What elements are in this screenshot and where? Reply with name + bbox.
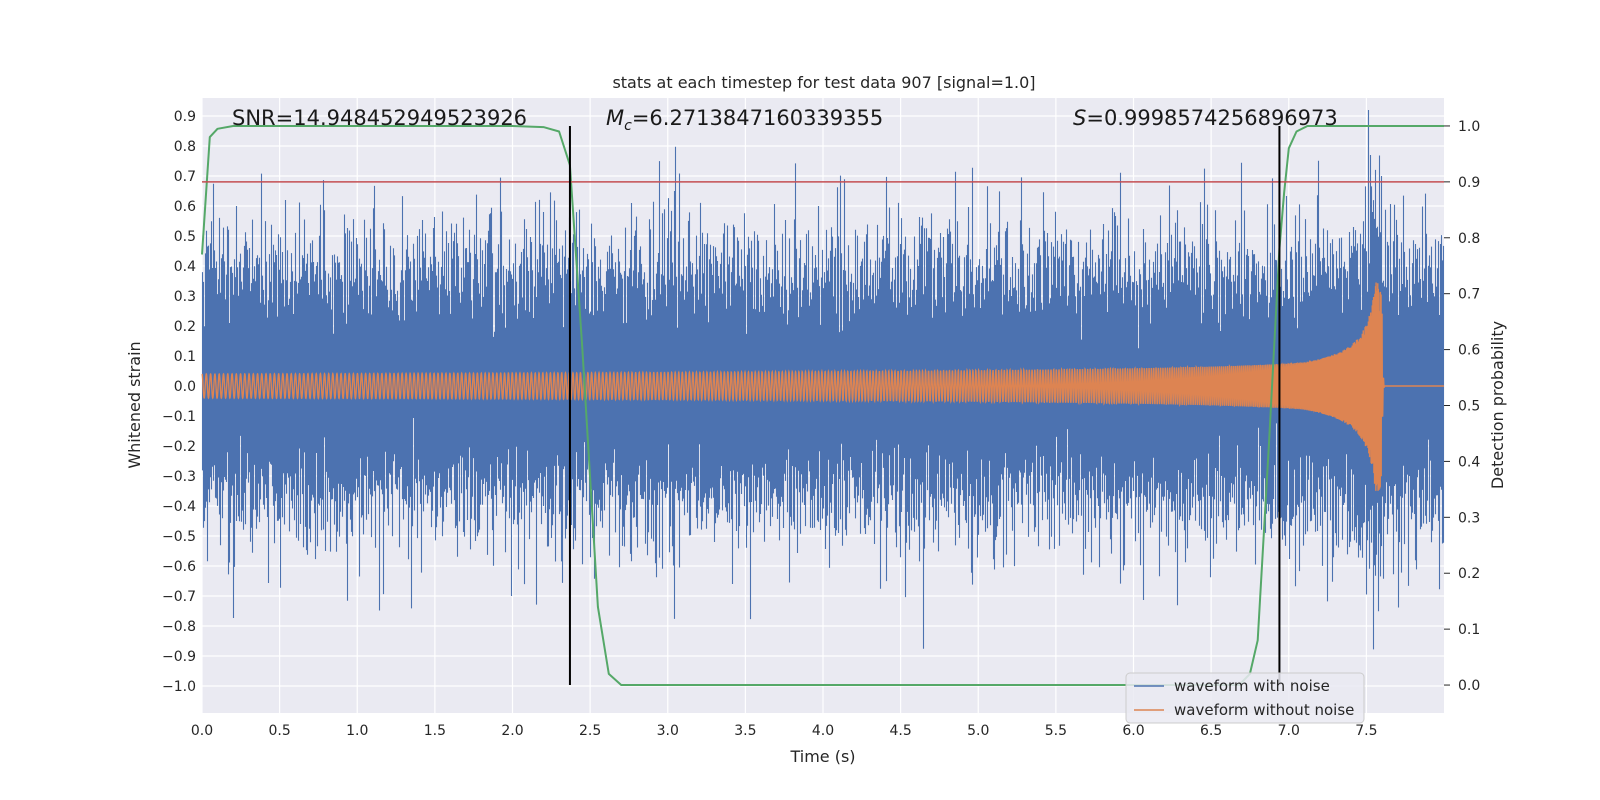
y2-tick-label: 0.2 [1458, 566, 1480, 582]
chirp-mass-annotation: Mc=6.2713847160339355 [606, 106, 883, 134]
y2-tick-label: 0.3 [1458, 510, 1480, 526]
s-symbol: S [1073, 106, 1086, 130]
y-tick-label: 0.5 [174, 229, 196, 245]
y-tick-labels: 0.9 0.8 0.7 0.6 0.5 0.4 0.3 0.2 0.1 0.0 −0.1 −0.2 −0… [162, 109, 196, 695]
x-tick-label: 5.0 [967, 723, 989, 739]
y-tick-label: 0.3 [174, 289, 196, 305]
y-tick-label: 0.1 [174, 349, 196, 365]
probability-line [201, 125, 1444, 686]
y-tick-label: −0.8 [162, 619, 196, 635]
chirp-mass-symbol: M [606, 106, 624, 130]
legend-box [1125, 672, 1365, 724]
y2-tick-label: 0.6 [1458, 343, 1480, 359]
chirp-mass-value: =6.2713847160339355 [632, 106, 883, 130]
x-tick-label: 3.5 [734, 723, 756, 739]
x-tick-label: 4.5 [889, 723, 911, 739]
y-tick-label: 0.7 [174, 169, 196, 185]
y2-tick-label: 0.7 [1458, 287, 1480, 303]
y2-tick-label: 1.0 [1458, 119, 1480, 135]
x-tick-label: 4.0 [812, 723, 834, 739]
y-tick-label: −0.3 [162, 469, 196, 485]
y-tick-label: −0.6 [162, 559, 196, 575]
clean-waveform-series [201, 282, 1444, 491]
probability-series [201, 125, 1444, 686]
y2-tick-label: 0.8 [1458, 231, 1480, 247]
chart-title: stats at each timestep for test data 907… [612, 73, 1035, 92]
s-value: =0.9998574256896973 [1086, 106, 1337, 130]
x-tick-label: 0.0 [191, 723, 213, 739]
x-tick-label: 1.0 [346, 723, 368, 739]
x-tick-label: 7.0 [1278, 723, 1300, 739]
x-tick-label: 2.5 [579, 723, 601, 739]
y-tick-label: −0.4 [162, 499, 196, 515]
x-tick-label: 6.5 [1200, 723, 1222, 739]
y2-tick-label: 0.1 [1458, 622, 1480, 638]
y2-axis-label: Detection probability [1488, 321, 1507, 489]
y2-tick-label: 0.4 [1458, 454, 1480, 470]
y-tick-label: 0.4 [174, 259, 196, 275]
y-tick-label: −0.1 [162, 409, 196, 425]
x-tick-label: 6.0 [1122, 723, 1144, 739]
y-tick-label: 0.6 [174, 199, 196, 215]
x-tick-label: 1.5 [424, 723, 446, 739]
y-tick-label: −0.2 [162, 439, 196, 455]
clean-waveform-line [201, 282, 1444, 491]
y-tick-label: −0.7 [162, 589, 196, 605]
y-axis-label: Whitened strain [125, 341, 144, 468]
legend: waveform with noise waveform without noi… [1125, 672, 1365, 724]
y-tick-label: 0.8 [174, 139, 196, 155]
x-axis-label: Time (s) [789, 747, 855, 766]
legend-label-clean: waveform without noise [1174, 701, 1354, 719]
y2-tick-label: 0.0 [1458, 678, 1480, 694]
y-tick-label: 0.2 [174, 319, 196, 335]
legend-label-noisy: waveform with noise [1174, 677, 1330, 695]
x-tick-labels: 0.0 0.5 1.0 1.5 2.0 2.5 3.0 3.5 4.0 4.5 5.0 5.5 6.0 6… [191, 723, 1378, 739]
y2-tick-label: 0.9 [1458, 175, 1480, 191]
chirp-mass-subscript: c [624, 118, 632, 134]
y-tick-label: −0.9 [162, 649, 196, 665]
vertical-lines [568, 125, 1281, 686]
s-score-annotation: S=0.9998574256896973 [1073, 106, 1338, 130]
y-tick-label: 0.0 [174, 379, 196, 395]
y-tick-label: −1.0 [162, 679, 196, 695]
y-tick-label: −0.5 [162, 529, 196, 545]
y2-tick-label: 0.5 [1458, 399, 1480, 415]
plot-area [201, 98, 1445, 713]
x-tick-label: 5.5 [1045, 723, 1067, 739]
x-tick-label: 2.0 [501, 723, 523, 739]
x-tick-label: 3.0 [657, 723, 679, 739]
y-tick-label: 0.9 [174, 109, 196, 125]
y2-tick-labels: 1.0 0.9 0.8 0.7 0.6 0.5 0.4 0.3 0.2 0.1 0.0 [1444, 119, 1480, 694]
snr-annotation: SNR=14.948452949523926 [232, 106, 527, 130]
x-tick-label: 7.5 [1355, 723, 1377, 739]
x-tick-label: 0.5 [268, 723, 290, 739]
